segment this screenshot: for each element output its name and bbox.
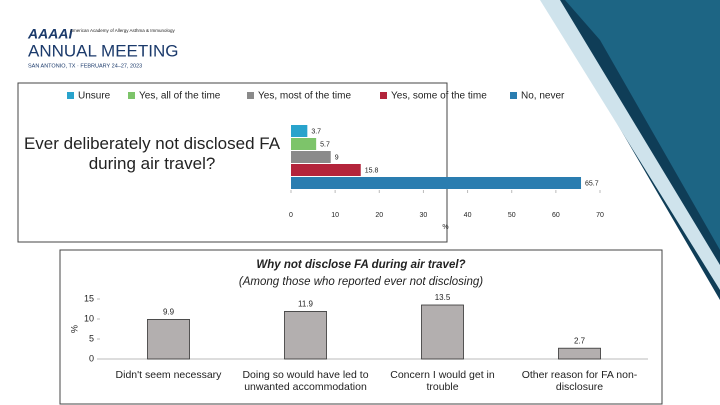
x-tick-label: 20	[375, 212, 383, 219]
y-axis-label: %	[69, 325, 79, 333]
chart-frame	[17, 82, 448, 243]
place-date: SAN ANTONIO, TX · FEBRUARY 24–27, 2023	[28, 63, 142, 69]
x-tick-label: 30	[420, 212, 428, 219]
legend-swatch	[380, 92, 387, 99]
legend-label: Yes, some of the time	[391, 91, 487, 102]
chart-title: Why not disclose FA during air travel?	[256, 259, 465, 271]
x-tick-label: Concern I would get in trouble	[390, 369, 495, 394]
x-tick-label: 60	[552, 212, 560, 219]
legend-label: Yes, most of the time	[258, 91, 351, 102]
data-label: 9	[335, 154, 339, 161]
x-tick-label: Didn't seem necessary	[115, 369, 222, 381]
decoration	[540, 0, 720, 290]
y-tick-label: 15	[84, 293, 94, 303]
bar	[558, 347, 601, 360]
legend-swatch	[510, 92, 517, 99]
data-label: 11.9	[298, 300, 314, 309]
x-tick-label: 10	[331, 212, 339, 219]
bar	[284, 310, 327, 360]
x-tick-label: 50	[508, 212, 516, 219]
bar	[291, 125, 308, 137]
data-label: 9.9	[163, 308, 175, 317]
legend-swatch	[247, 92, 254, 99]
bar	[291, 164, 361, 176]
x-axis-label: %	[442, 224, 448, 231]
meeting-name: ANNUAL MEETING	[28, 41, 179, 60]
data-label: 3.7	[311, 128, 321, 135]
bar	[291, 151, 331, 163]
category-label: Ever deliberately not disclosed FA durin…	[23, 134, 281, 173]
y-tick-label: 5	[89, 333, 94, 343]
x-tick-label: 70	[596, 212, 604, 219]
chart-subtitle: (Among those who reported ever not discl…	[239, 276, 483, 288]
y-tick-label: 10	[84, 313, 94, 323]
data-label: 15.8	[365, 167, 379, 174]
x-tick-label: 40	[464, 212, 472, 219]
y-tick-label: 0	[89, 353, 94, 363]
bar	[147, 318, 190, 360]
organization: American Academy of Allergy Asthma & Imm…	[70, 28, 176, 33]
data-label: 5.7	[320, 141, 330, 148]
legend-swatch	[67, 92, 74, 99]
legend-label: No, never	[521, 91, 565, 102]
decoration	[565, 0, 720, 250]
bar	[421, 304, 464, 360]
chart-frame	[59, 249, 663, 405]
bar	[291, 177, 582, 189]
x-tick-label: Doing so would have led to unwanted acco…	[242, 369, 369, 394]
data-label: 2.7	[574, 336, 586, 345]
data-label: 13.5	[435, 293, 451, 302]
legend-label: Yes, all of the time	[139, 91, 221, 102]
logo: AAAAI	[27, 26, 73, 42]
data-label: 65.7	[585, 180, 599, 187]
legend-swatch	[128, 92, 135, 99]
x-tick-label: 0	[289, 212, 293, 219]
legend-label: Unsure	[78, 91, 111, 102]
x-tick-label: Other reason for FA non-disclosure	[521, 369, 638, 394]
bar	[291, 138, 317, 150]
